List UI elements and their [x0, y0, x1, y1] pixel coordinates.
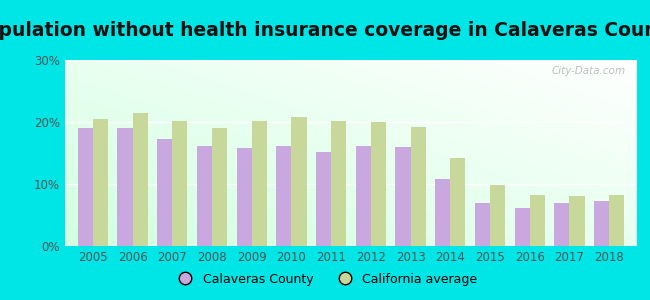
Bar — [93, 119, 108, 246]
Bar — [395, 147, 411, 246]
Text: Population without health insurance coverage in Calaveras County: Population without health insurance cove… — [0, 21, 650, 40]
Bar — [252, 121, 266, 246]
Legend: Calaveras County, California average: Calaveras County, California average — [168, 268, 482, 291]
Bar — [554, 202, 569, 246]
Bar — [371, 122, 386, 246]
Bar — [78, 128, 93, 246]
Bar — [291, 117, 307, 246]
Bar — [436, 179, 450, 246]
Bar — [133, 113, 148, 246]
Bar — [197, 146, 212, 246]
Bar — [515, 208, 530, 246]
Bar — [237, 148, 252, 246]
Bar — [356, 146, 371, 246]
Bar — [157, 140, 172, 246]
Bar — [316, 152, 331, 246]
Bar — [331, 121, 346, 246]
Bar — [172, 121, 187, 246]
Bar — [450, 158, 465, 246]
Bar — [212, 128, 227, 246]
Bar — [118, 128, 133, 246]
Bar — [594, 201, 609, 246]
Bar — [530, 195, 545, 246]
Bar — [609, 195, 624, 246]
Bar — [475, 202, 490, 246]
Bar — [490, 185, 505, 246]
Bar — [569, 196, 584, 246]
Text: City-Data.com: City-Data.com — [551, 66, 625, 76]
Bar — [276, 146, 291, 246]
Bar — [411, 127, 426, 246]
